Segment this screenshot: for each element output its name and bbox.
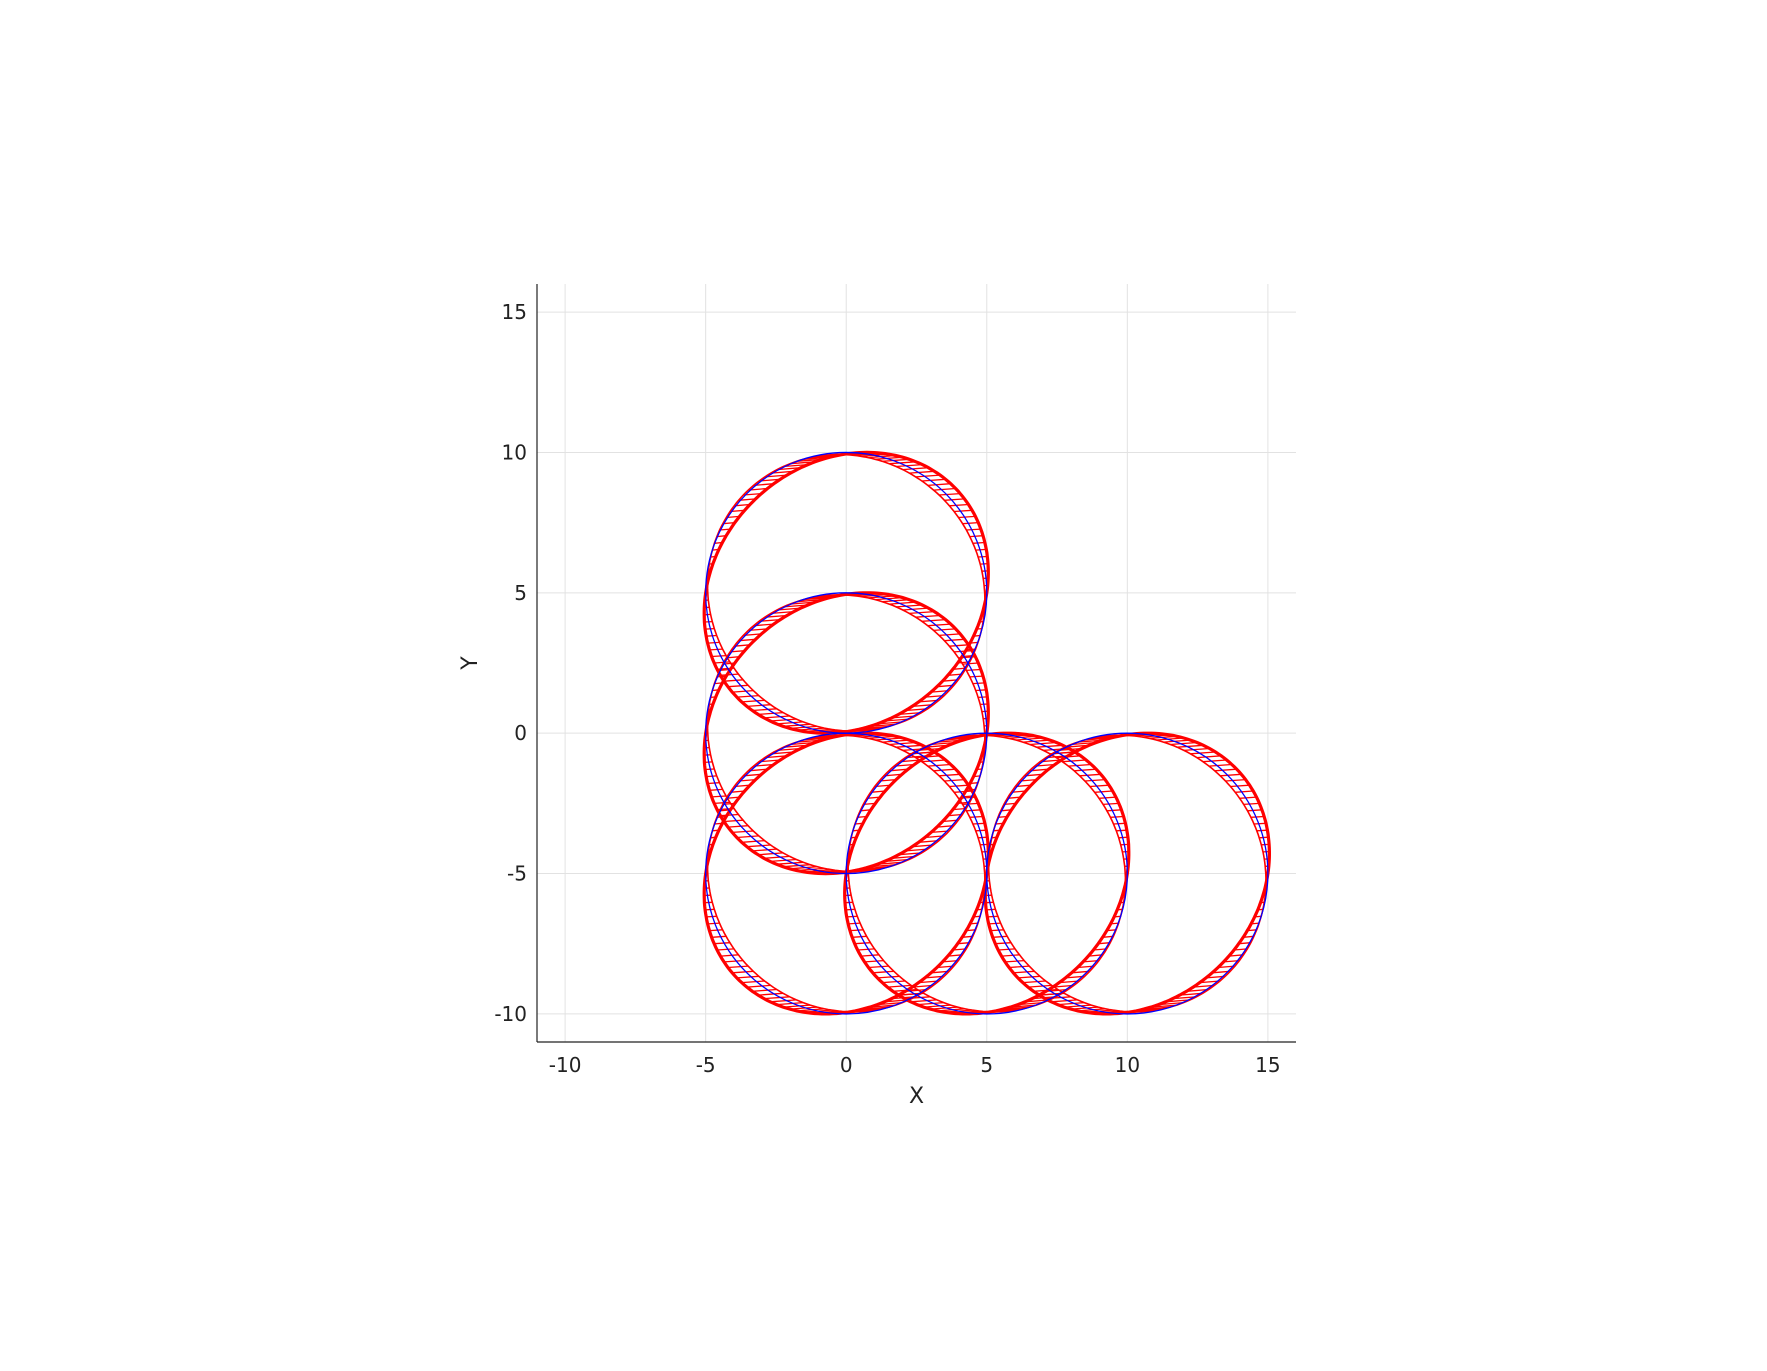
y-tick-labels: -10 -5 0 5 10 15: [494, 300, 527, 1026]
y-tick-label: 15: [502, 300, 527, 324]
axes: [536, 284, 1296, 1043]
x-axis-label: X: [909, 1084, 924, 1109]
red-ellipse-inner: [706, 453, 986, 732]
x-tick-label: -10: [549, 1053, 582, 1077]
y-tick-label: -10: [494, 1002, 527, 1026]
blue-ellipse-series: [705, 451, 1269, 1015]
red-ellipse-inner: [706, 594, 986, 873]
grid-lines: [537, 284, 1296, 1042]
blue-ellipse: [986, 732, 1269, 1015]
x-tick-labels: -10 -5 0 5 10 15: [549, 1053, 1281, 1077]
x-tick-label: 15: [1255, 1053, 1280, 1077]
x-tick-label: 10: [1115, 1053, 1140, 1077]
x-tick-label: -5: [696, 1053, 716, 1077]
y-tick-label: 0: [514, 721, 527, 745]
y-tick-label: 10: [502, 440, 527, 464]
blue-ellipse: [845, 732, 1128, 1015]
y-tick-label: -5: [507, 862, 527, 886]
red-ellipse-inner: [987, 734, 1267, 1013]
y-tick-label: 5: [514, 581, 527, 605]
x-tick-label: 5: [980, 1053, 993, 1077]
x-tick-label: 0: [840, 1053, 853, 1077]
y-axis-label: Y: [458, 656, 483, 671]
